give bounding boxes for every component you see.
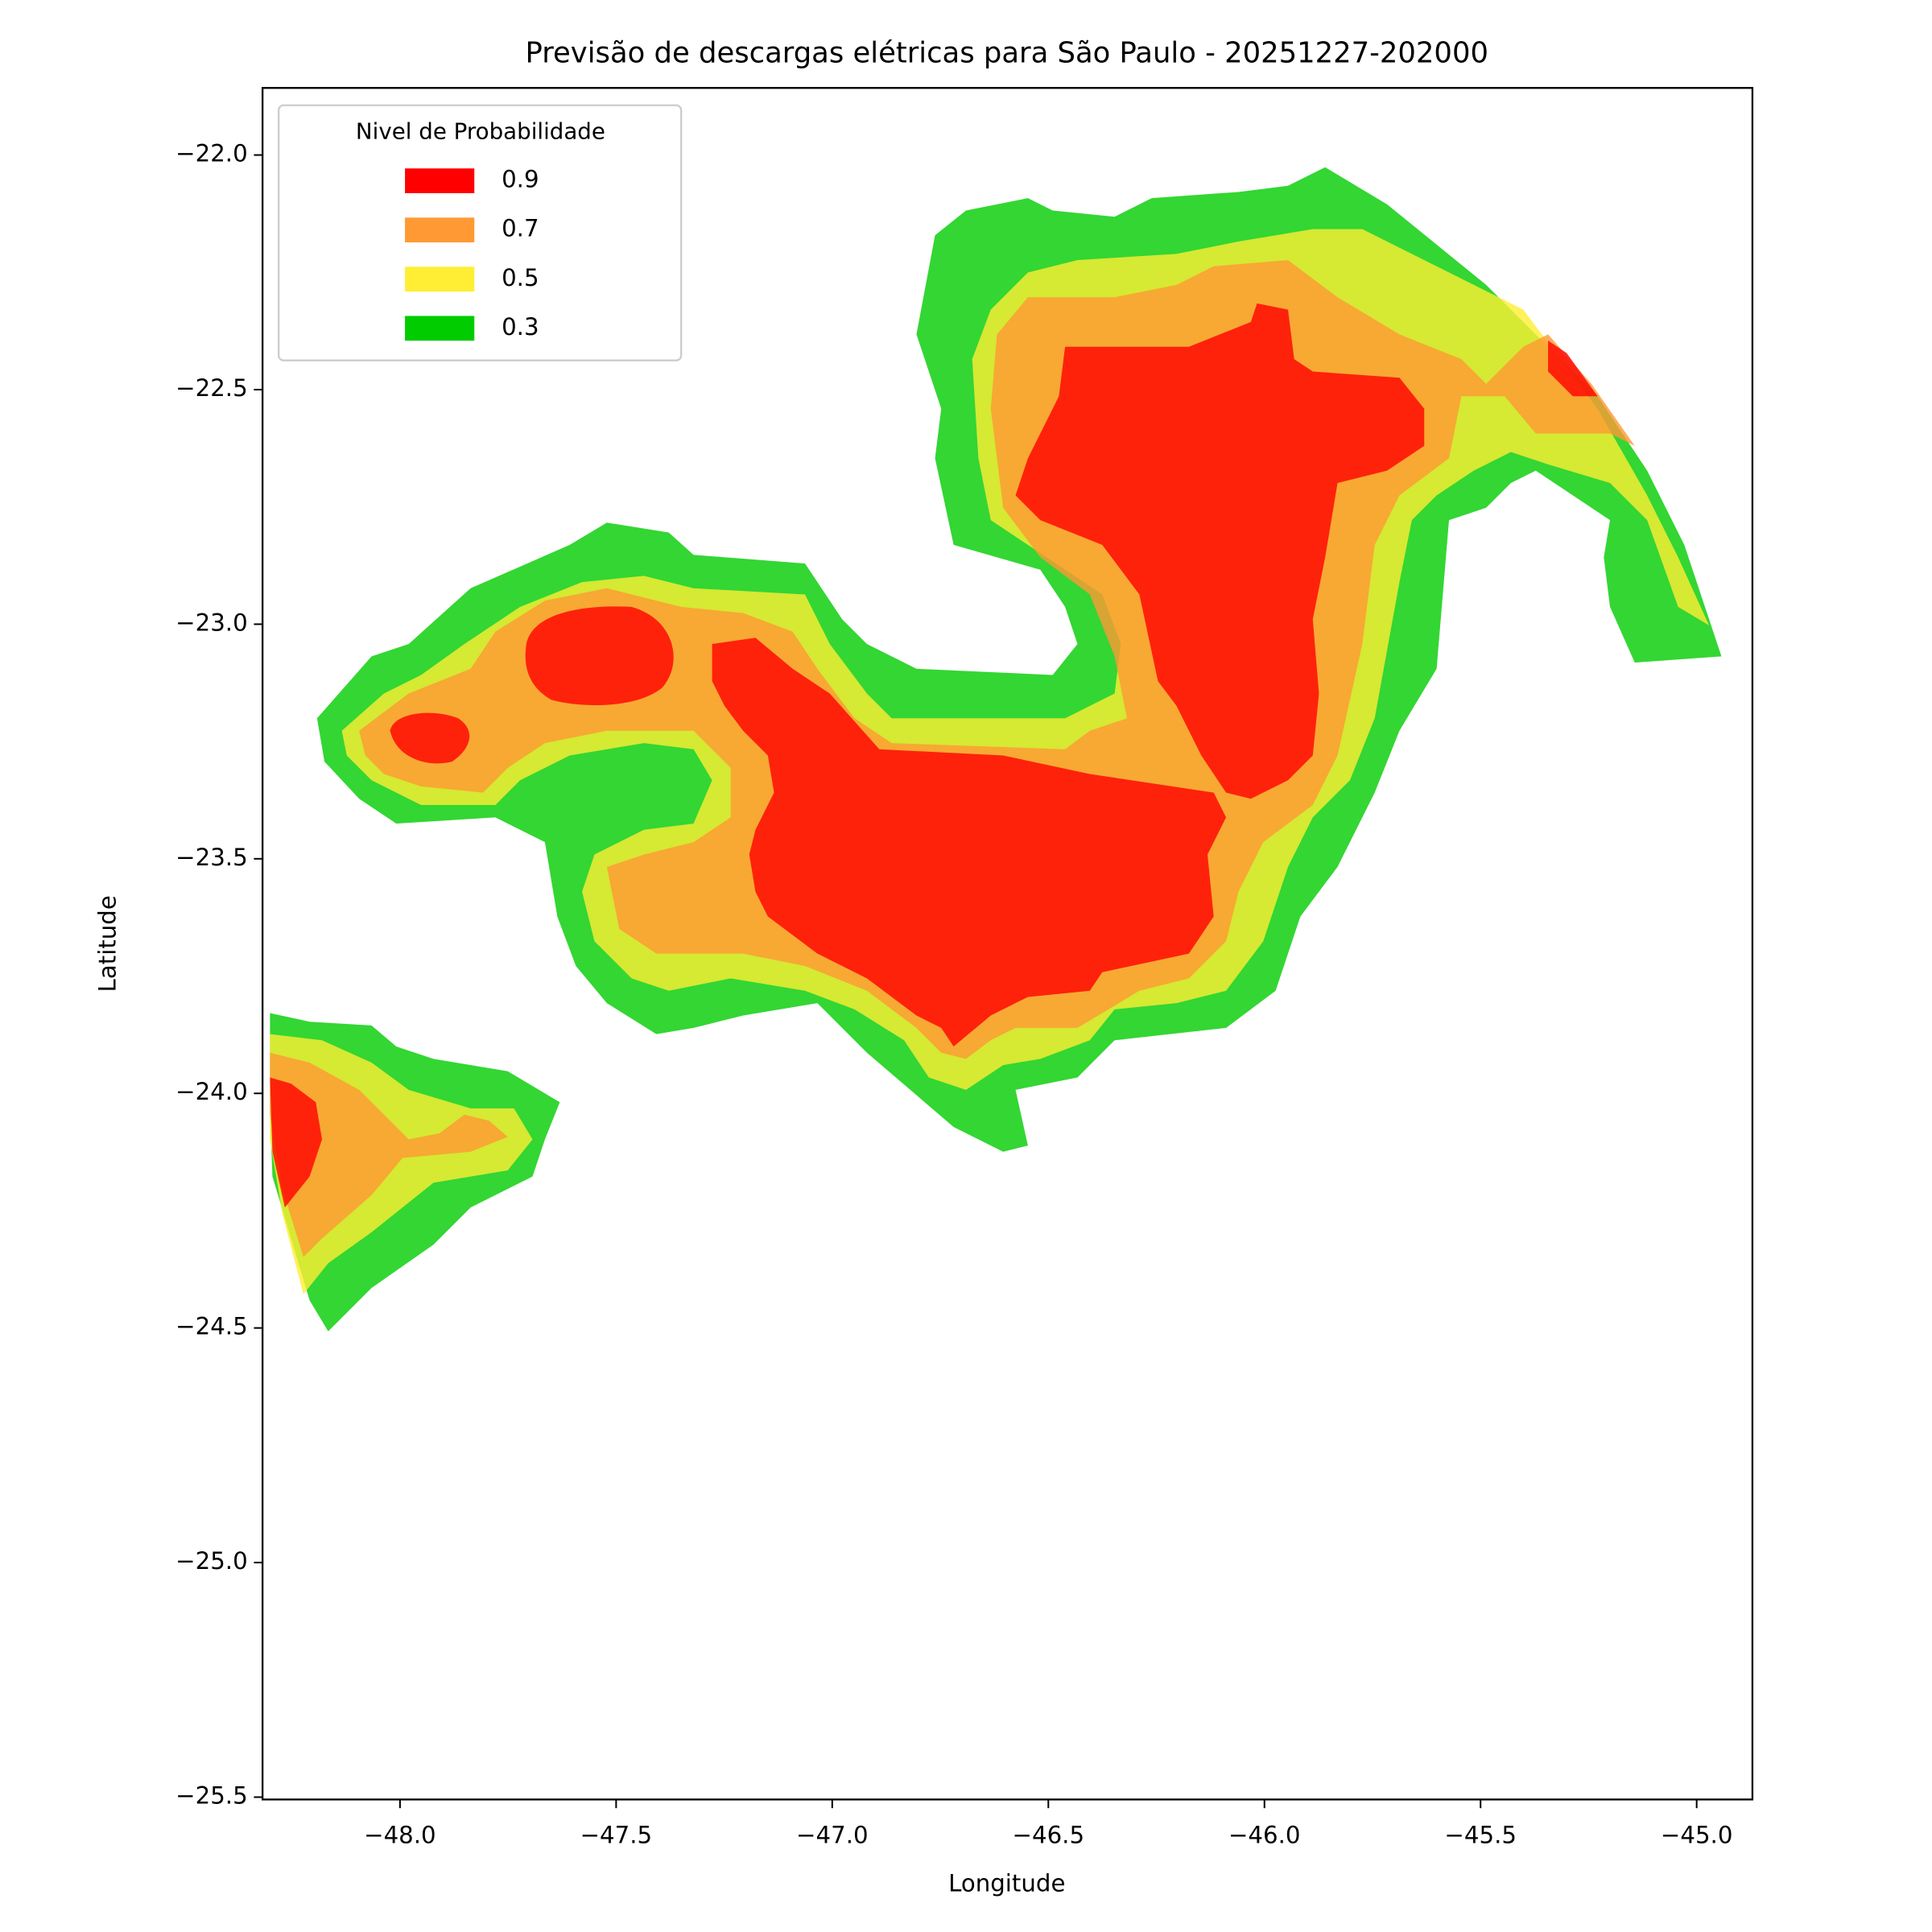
- x-axis-label: Longitude: [948, 1870, 1065, 1897]
- legend-swatch: [405, 316, 475, 341]
- chart-title: Previsão de descargas elétricas para São…: [526, 37, 1488, 70]
- legend-swatch: [405, 168, 475, 193]
- x-tick-label: −46.0: [1228, 1822, 1301, 1849]
- y-tick-label: −25.0: [175, 1547, 248, 1575]
- y-tick-label: −23.0: [175, 609, 248, 636]
- legend-label: 0.3: [502, 313, 539, 341]
- legend-label: 0.9: [502, 166, 539, 193]
- x-tick-label: −46.5: [1013, 1822, 1085, 1849]
- plot-frame: [262, 87, 1754, 1801]
- y-tick-label: −24.0: [175, 1078, 248, 1105]
- legend-swatch: [405, 217, 475, 243]
- y-tick-label: −24.5: [175, 1313, 248, 1340]
- contour-regions: [270, 167, 1722, 1331]
- legend-title: Nivel de Probabilidade: [356, 118, 605, 145]
- x-tick-label: −47.0: [796, 1822, 869, 1849]
- legend: Nivel de Probabilidade 0.9 0.7 0.5 0.3: [278, 104, 683, 361]
- x-tick-label: −47.5: [580, 1822, 653, 1849]
- y-axis-label: Latitude: [93, 895, 121, 992]
- y-tick-label: −23.5: [175, 844, 248, 871]
- y-tick-label: −25.5: [175, 1781, 248, 1809]
- legend-label: 0.5: [502, 264, 539, 291]
- y-tick-label: −22.0: [175, 140, 248, 167]
- x-tick-label: −48.0: [364, 1822, 436, 1849]
- legend-label: 0.7: [502, 215, 539, 242]
- legend-box: [278, 104, 683, 361]
- y-tick-label: −22.5: [175, 374, 248, 402]
- legend-swatch: [405, 266, 475, 292]
- x-tick-label: −45.5: [1444, 1822, 1517, 1849]
- contour-region: [270, 303, 1598, 1208]
- x-tick-label: −45.0: [1661, 1822, 1733, 1849]
